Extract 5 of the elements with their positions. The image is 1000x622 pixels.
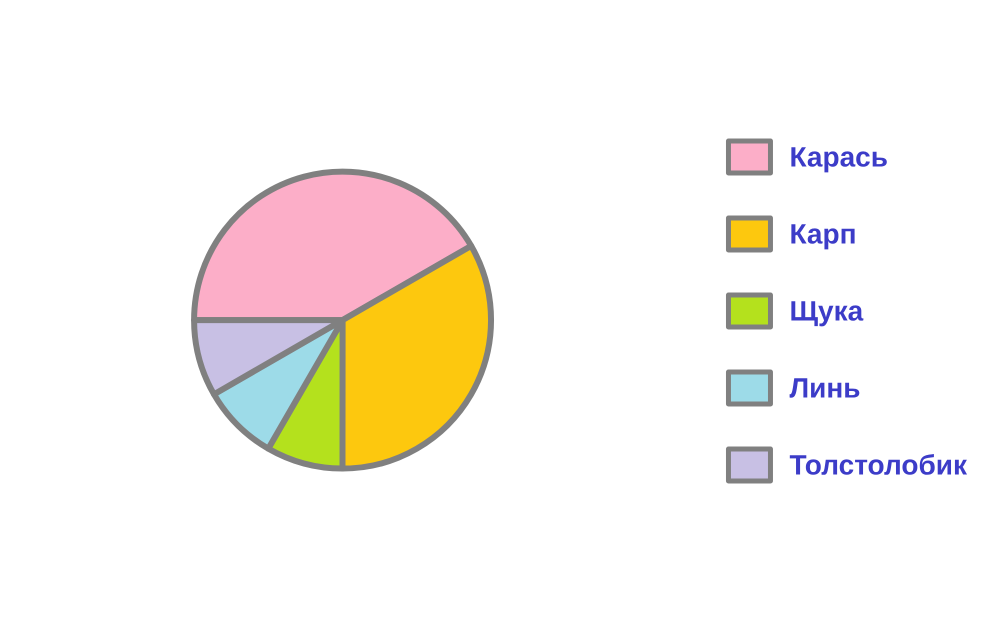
legend-label: Щука [789, 296, 864, 326]
legend-label: Линь [789, 372, 860, 404]
legend-label: Карп [789, 218, 856, 250]
legend-label: Толстолобик [789, 450, 968, 480]
legend-label: Карась [789, 142, 888, 172]
